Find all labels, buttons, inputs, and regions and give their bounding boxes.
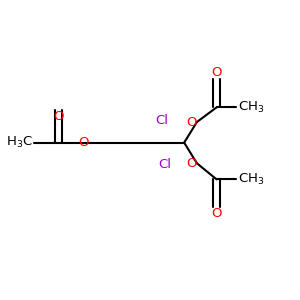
Text: H$_3$C: H$_3$C bbox=[6, 135, 33, 150]
Text: Cl: Cl bbox=[158, 158, 171, 171]
Text: O: O bbox=[53, 110, 64, 123]
Text: O: O bbox=[186, 157, 197, 170]
Text: O: O bbox=[79, 136, 89, 149]
Text: O: O bbox=[186, 116, 197, 128]
Text: CH$_3$: CH$_3$ bbox=[238, 100, 264, 115]
Text: Cl: Cl bbox=[155, 114, 168, 127]
Text: CH$_3$: CH$_3$ bbox=[238, 172, 264, 187]
Text: O: O bbox=[212, 66, 222, 79]
Text: O: O bbox=[212, 207, 222, 220]
